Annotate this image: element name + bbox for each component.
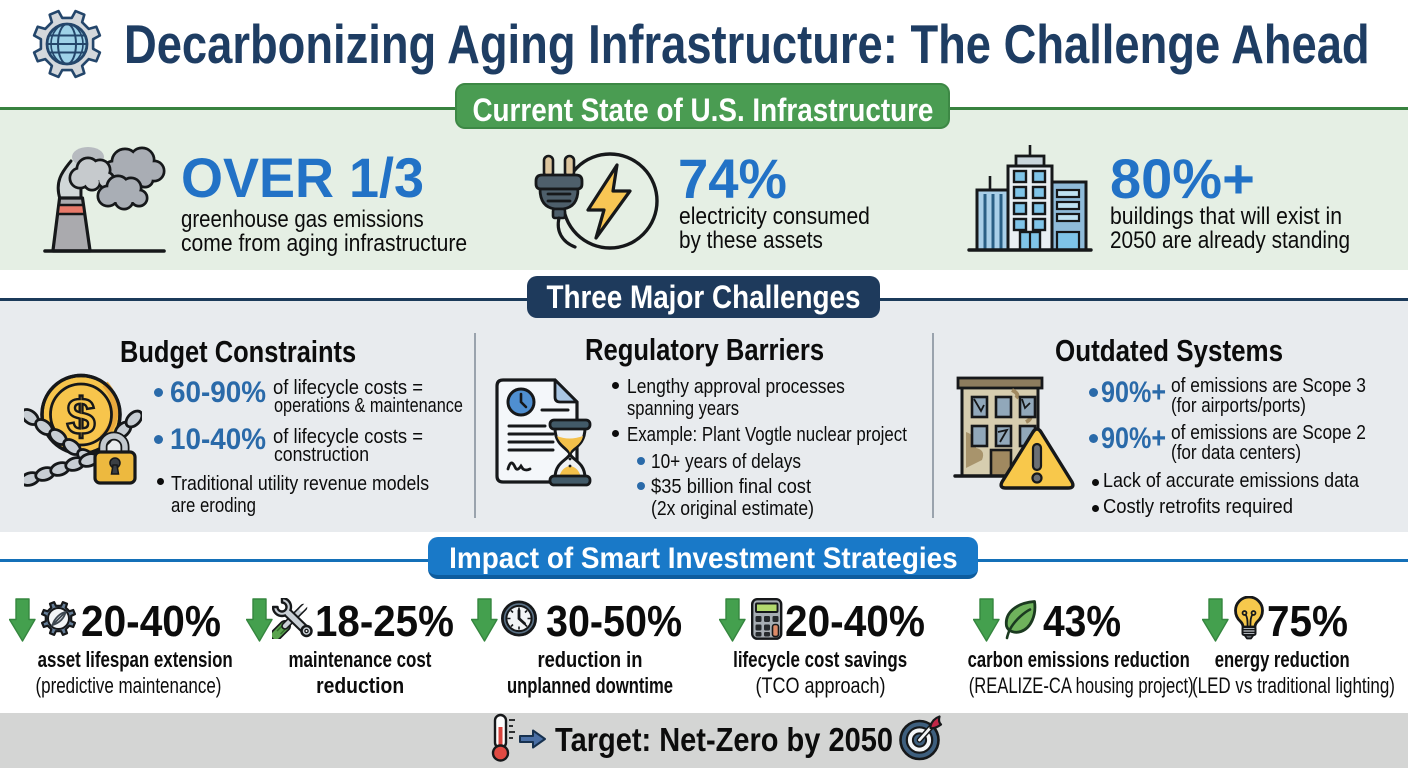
svg-text:$: $: [67, 388, 96, 446]
